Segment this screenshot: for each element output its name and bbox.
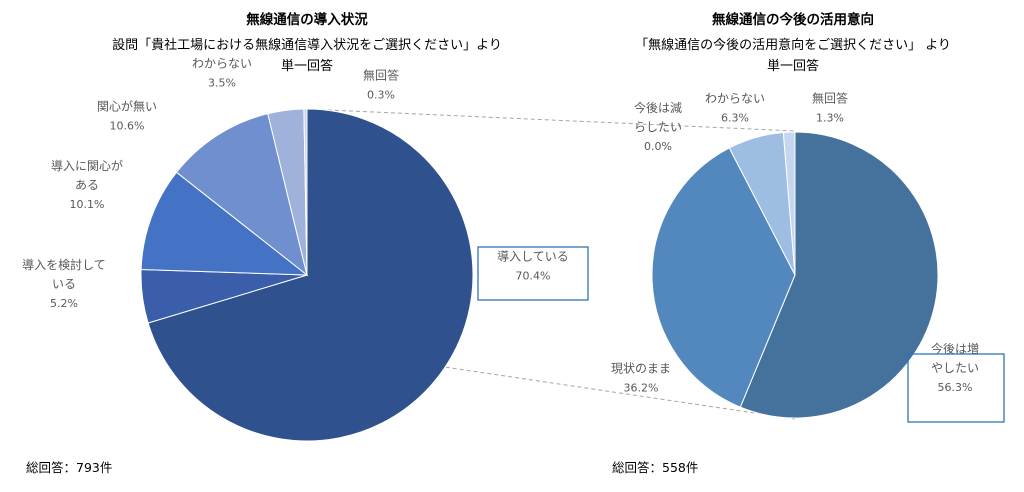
slice-value-label: 36.2% (624, 382, 659, 395)
total-responses: 総回答：793件 (26, 460, 112, 475)
chart-future-intention: 無線通信の今後の活用意向 「無線通信の今後の活用意向をご選択ください」 より 単… (611, 11, 1005, 475)
slice-label: ある (75, 178, 99, 192)
slice-value-label: 10.1% (70, 198, 105, 211)
slice-label: 導入している (497, 250, 569, 264)
total-responses: 総回答：558件 (612, 460, 698, 475)
slice-value-label: 3.5% (208, 77, 236, 90)
slice-label: 関心が無い (97, 99, 157, 114)
chart-subtitle: 設問「貴社工場における無線通信導入状況をご選択ください」より (112, 37, 502, 53)
slice-label: 今後は増 (931, 341, 979, 356)
slice-value-label: 1.3% (816, 112, 844, 125)
slice-value-label: 0.3% (367, 89, 395, 102)
slice-label: 無回答 (363, 68, 399, 83)
slice-label: いる (52, 277, 76, 291)
slice-label: わからない (192, 57, 252, 71)
chart-subtitle: 単一回答 (767, 58, 819, 74)
chart-title: 無線通信の導入状況 (246, 11, 368, 28)
slice-value-label: 10.6% (110, 120, 145, 133)
slice-label: やしたい (931, 361, 979, 375)
pie-slice-無回答 (303, 108, 308, 276)
slice-value-label: 56.3% (938, 381, 973, 394)
chart-title: 無線通信の今後の活用意向 (712, 11, 874, 28)
slice-label: 導入を検討して (22, 257, 106, 272)
slice-label: らしたい (634, 120, 682, 134)
highlight-label-box (477, 246, 589, 301)
slice-label: 今後は減 (634, 100, 682, 115)
chart-subtitle: 「無線通信の今後の活用意向をご選択ください」 より (635, 37, 951, 53)
slice-label: 導入に関心が (51, 158, 123, 173)
pie-slices (651, 131, 939, 419)
chart-import-status: 無線通信の導入状況 設問「貴社工場における無線通信導入状況をご選択ください」より… (22, 11, 589, 475)
slice-label: 現状のまま (611, 362, 671, 376)
slice-value-label: 70.4% (516, 270, 551, 283)
pie-slice-導入に関心がある (140, 171, 309, 276)
pie-slices (140, 108, 474, 442)
slice-value-label: 6.3% (721, 112, 749, 125)
pie-slice-現状のまま (651, 147, 796, 408)
pie-slice-無回答 (782, 131, 796, 276)
highlight-label-box (907, 353, 1005, 423)
pie-slice-導入している (147, 108, 474, 442)
connector-line-top (306, 108, 796, 132)
slice-label: 無回答 (812, 91, 848, 106)
slice-value-label: 5.2% (50, 297, 78, 310)
chart-subtitle: 単一回答 (281, 58, 333, 74)
pie-slice-関心が無い (175, 113, 308, 277)
slice-value-label: 0.0% (644, 140, 672, 153)
slice-label: わからない (705, 92, 765, 106)
pie-slice-今後は増やしたい (739, 131, 939, 419)
